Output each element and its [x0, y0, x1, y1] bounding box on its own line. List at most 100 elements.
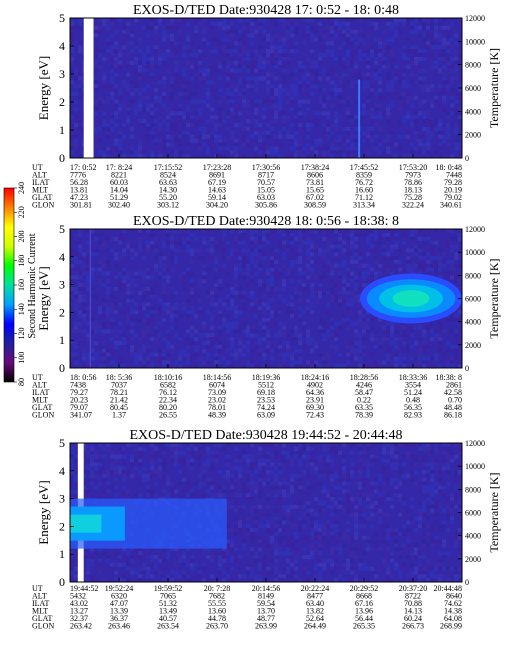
spectrogram-cell: [250, 443, 255, 448]
spectrogram-cell: [422, 18, 427, 23]
spectrogram-cell: [390, 340, 395, 346]
spectrogram-cell: [346, 103, 351, 108]
spectrogram-cell: [218, 41, 223, 46]
spectrogram-cell: [302, 360, 307, 365]
spectrogram-cell: [442, 450, 447, 455]
spectrogram-cell: [406, 259, 411, 265]
y-axis-label: Energy [eV]: [36, 56, 51, 120]
spectrogram-cell: [118, 64, 123, 69]
spectrogram-cell: [294, 138, 299, 143]
spectrogram-cell: [334, 72, 339, 77]
spectrogram-cell: [194, 72, 199, 77]
row-label: ILAT: [32, 178, 49, 187]
spectrogram-cell: [422, 111, 427, 116]
spectrogram-cell: [450, 76, 455, 81]
spectrogram-cell: [274, 473, 279, 479]
spectrogram-cell: [162, 33, 167, 38]
spectrogram-cell: [338, 271, 343, 276]
spectrogram-cell: [246, 21, 251, 27]
spectrogram-cell: [326, 244, 331, 249]
spectrogram-cell: [434, 481, 439, 486]
spectrogram-cell: [262, 337, 267, 342]
spectrogram-cell: [354, 527, 359, 533]
spectrogram-cell: [426, 236, 431, 241]
spectrogram-cell: [310, 508, 315, 513]
spectrogram-cell: [186, 454, 191, 459]
spectrogram-cell: [230, 21, 235, 27]
spectrogram-cell: [174, 248, 179, 253]
spectrogram-cell: [354, 313, 359, 319]
spectrogram-cell: [214, 138, 219, 143]
spectrogram-cell: [378, 317, 383, 322]
spectrogram-cell: [162, 267, 167, 272]
spectrogram-cell: [422, 360, 427, 365]
spectrogram-cell: [158, 259, 163, 265]
spectrogram-cell: [382, 56, 387, 62]
spectrogram-cell: [430, 248, 435, 253]
spectrogram-cell: [262, 462, 267, 467]
spectrogram-cell: [350, 236, 355, 241]
spectrogram-cell: [310, 524, 315, 529]
spectrogram-cell: [122, 340, 127, 346]
spectrogram-cell: [70, 558, 75, 563]
spectrogram-cell: [90, 340, 95, 346]
spectrogram-cell: [290, 84, 295, 89]
spectrogram-cell: [190, 99, 195, 104]
spectrogram-cell: [306, 267, 311, 272]
spectrogram-cell: [302, 470, 307, 475]
spectrogram-cell: [354, 554, 359, 560]
spectrogram-cell: [150, 352, 155, 357]
spectrogram-cell: [314, 562, 319, 567]
spectrogram-cell: [78, 294, 83, 299]
spectrogram-cell: [102, 150, 107, 155]
spectrogram-cell: [434, 99, 439, 104]
spectrogram-cell: [202, 126, 207, 132]
spectrogram-cell: [238, 454, 243, 459]
table-cell: 67.19: [208, 178, 226, 187]
spectrogram-cell: [166, 279, 171, 284]
spectrogram-cell: [266, 130, 271, 135]
spectrogram-cell: [262, 130, 267, 135]
spectrogram-cell: [342, 72, 347, 77]
spectrogram-cell: [338, 146, 343, 151]
spectrogram-cell: [442, 446, 447, 452]
spectrogram-cell: [146, 244, 151, 249]
spectrogram-cell: [342, 99, 347, 104]
spectrogram-cell: [98, 458, 103, 463]
spectrogram-cell: [330, 473, 335, 479]
spectrogram-cell: [218, 485, 223, 490]
spectrogram-cell: [286, 340, 291, 346]
spectrogram-cell: [382, 232, 387, 238]
spectrogram-cell: [282, 527, 287, 533]
spectrogram-cell: [458, 142, 463, 147]
spectrogram-cell: [410, 578, 415, 583]
spectrogram-cell: [410, 252, 415, 257]
spectrogram-cell: [414, 25, 419, 30]
spectrogram-cell: [178, 229, 183, 234]
spectrogram-cell: [358, 321, 363, 326]
spectrogram-cell: [418, 574, 423, 579]
spectrogram-cell: [226, 504, 231, 509]
spectrogram-cell: [142, 244, 147, 249]
spectrogram-cell: [370, 45, 375, 50]
spectrogram-cell: [378, 516, 383, 521]
spectrogram-cell: [286, 348, 291, 353]
spectrogram-cell: [130, 29, 135, 34]
spectrogram-cell: [454, 566, 459, 571]
spectrogram-cell: [82, 283, 87, 288]
spectrogram-cell: [234, 88, 239, 93]
spectrogram-cell: [278, 60, 283, 65]
spectrogram-cell: [454, 142, 459, 147]
spectrogram-cell: [138, 138, 143, 143]
spectrogram-cell: [326, 489, 331, 494]
spectrogram-cell: [442, 493, 447, 498]
spectrogram-cell: [230, 306, 235, 311]
spectrogram-cell: [266, 49, 271, 54]
spectrogram-cell: [170, 344, 175, 349]
spectrogram-cell: [206, 80, 211, 85]
spectrogram-cell: [394, 29, 399, 34]
spectrogram-cell: [338, 275, 343, 280]
spectrogram-cell: [166, 134, 171, 139]
spectrogram-cell: [422, 68, 427, 73]
spectrogram-cell: [238, 348, 243, 353]
